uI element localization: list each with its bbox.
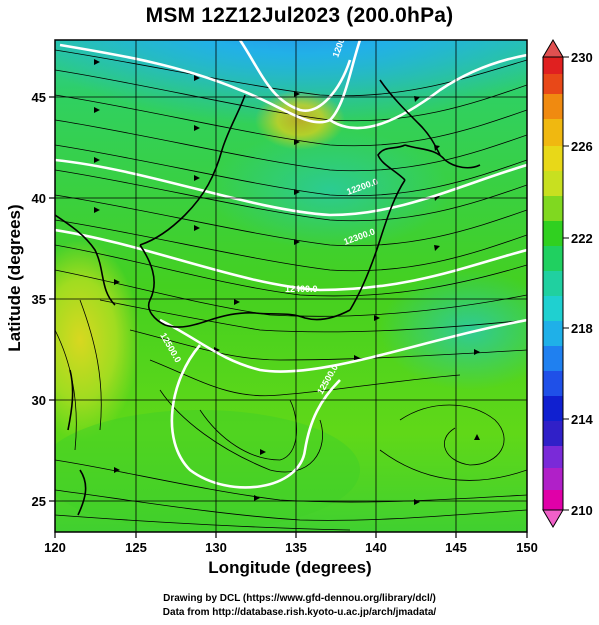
map-title: MSM 12Z12Jul2023 (200.0hPa) [145, 4, 454, 27]
y-axis-label: Latitude (degrees) [5, 204, 24, 352]
x-tick-label: 130 [205, 540, 227, 555]
x-tick-label: 125 [125, 540, 147, 555]
coastlines [55, 79, 481, 516]
height-contours [55, 40, 527, 489]
colorbar-label: 222 [571, 231, 593, 246]
contour-label: 12400.0 [285, 284, 318, 294]
colorbar-label: 214 [571, 412, 593, 427]
x-tick-label: 120 [44, 540, 66, 555]
y-tick-label: 35 [32, 292, 46, 307]
colorbar-label: 210 [571, 503, 593, 518]
plot-frame [54, 39, 528, 533]
credit-data: Data from http://database.rish.kyoto-u.a… [162, 607, 437, 618]
axis-ticks [49, 96, 528, 538]
wind-arrows [94, 59, 480, 505]
map-field: 12000.0 12200.0 12300.0 12400.0 12500.0 … [55, 40, 527, 532]
x-tick-label: 135 [285, 540, 307, 555]
grid-lines [55, 40, 527, 532]
y-tick-label: 30 [32, 393, 46, 408]
colorbar-label: 226 [571, 139, 593, 154]
x-tick-label: 150 [516, 540, 538, 555]
x-tick-label: 145 [445, 540, 467, 555]
credit-drawing: Drawing by DCL (https://www.gfd-dennou.o… [163, 593, 436, 604]
y-tick-label: 40 [32, 191, 46, 206]
x-tick-label: 140 [365, 540, 387, 555]
y-tick-label: 45 [32, 90, 46, 105]
colorbar-label: 230 [571, 50, 593, 65]
y-tick-label: 25 [32, 494, 46, 509]
colorbar: 230 226 222 218 214 210 [542, 39, 593, 528]
colorbar-label: 218 [571, 321, 593, 336]
x-axis-label: Longitude (degrees) [208, 558, 372, 577]
warm-region-west [55, 240, 140, 440]
